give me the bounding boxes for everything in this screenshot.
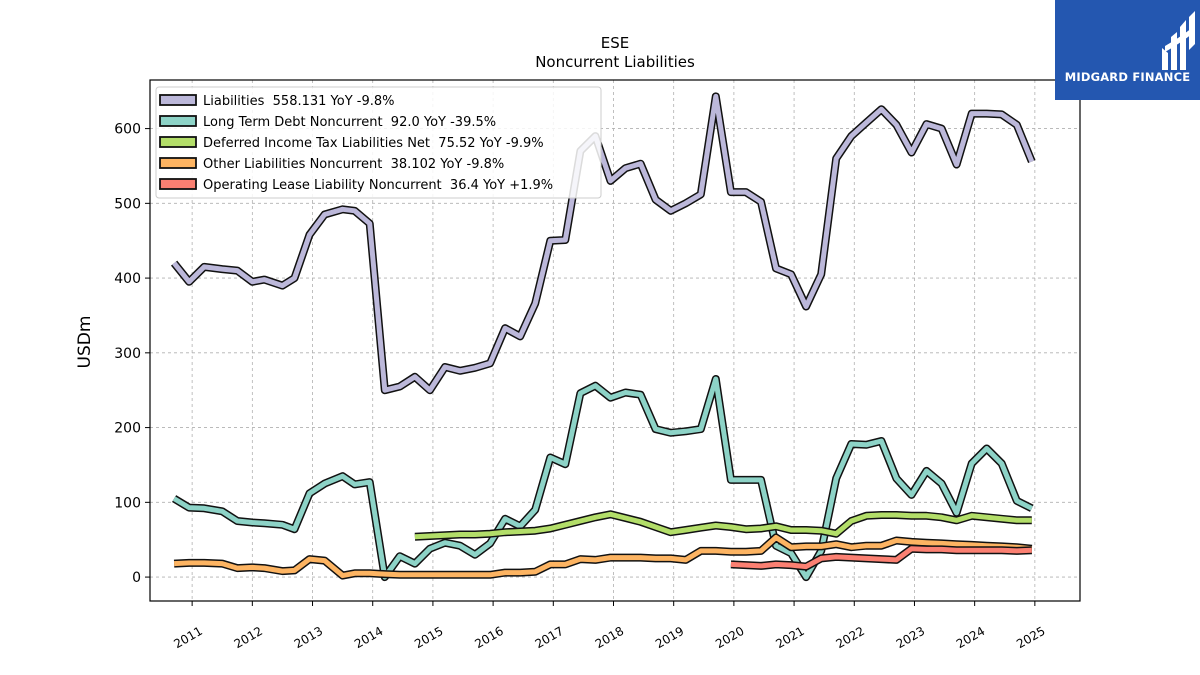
series-0 — [170, 92, 1036, 395]
x-tick-label: 2024 — [954, 624, 987, 651]
y-tick-label: 100 — [114, 495, 141, 511]
series-line — [730, 546, 1032, 570]
legend-label: Other Liabilities Noncurrent 38.102 YoY … — [203, 157, 504, 172]
x-tick-label: 2025 — [1014, 624, 1047, 651]
legend-label: Long Term Debt Noncurrent 92.0 YoY -39.5… — [203, 115, 496, 130]
legend-label: Deferred Income Tax Liabilities Net 75.5… — [203, 136, 544, 151]
x-tick-label: 2020 — [713, 624, 746, 651]
series-layer — [170, 92, 1036, 582]
legend-swatch — [159, 157, 197, 169]
x-tick-label: 2022 — [834, 624, 867, 651]
x-tick-label: 2012 — [232, 624, 265, 651]
y-tick-label: 0 — [132, 570, 141, 586]
logo-mark-icon — [1162, 11, 1195, 70]
y-tick-label: 600 — [114, 122, 141, 138]
x-tick-label: 2019 — [653, 624, 686, 651]
legend-label: Operating Lease Liability Noncurrent 36.… — [203, 178, 553, 193]
legend-label: Liabilities 558.131 YoY -9.8% — [203, 94, 395, 109]
x-tick-label: 2018 — [593, 624, 626, 651]
series-4 — [730, 544, 1032, 571]
chart-subtitle: Noncurrent Liabilities — [535, 53, 695, 71]
legend-swatch — [159, 178, 197, 190]
x-tick-label: 2011 — [171, 624, 204, 651]
chart-title: ESE — [601, 34, 629, 52]
plot-frame — [149, 79, 1081, 602]
x-tick-label: 2013 — [292, 624, 325, 651]
legend-swatch — [159, 115, 197, 127]
series-line — [172, 376, 1033, 580]
legend: Liabilities 558.131 YoY -9.8% Long Term D… — [155, 86, 602, 199]
series-1 — [172, 375, 1034, 582]
legend-box — [155, 86, 602, 199]
y-tick-label: 400 — [114, 271, 141, 287]
brand-logo: MIDGARD FINANCE — [1055, 0, 1200, 100]
x-tick-label: 2017 — [533, 624, 566, 651]
x-tick-label: 2021 — [773, 624, 806, 651]
series-3 — [173, 533, 1033, 580]
y-tick-label: 500 — [114, 196, 141, 212]
y-axis-label: USDm — [75, 316, 95, 369]
y-tick-label: 300 — [114, 346, 141, 362]
x-tick-label: 2023 — [894, 624, 927, 651]
x-tick-label: 2015 — [412, 624, 445, 651]
series-2 — [414, 510, 1032, 541]
series-line — [172, 93, 1035, 393]
x-tick-label: 2016 — [472, 624, 505, 651]
series-line-outline — [172, 375, 1034, 582]
legend-swatch — [159, 136, 197, 148]
axes: 0 100 200 300 400 500 600 2011 2012 2013 2014 2015 2… — [114, 122, 1047, 652]
logo-text: MIDGARD FINANCE — [1064, 70, 1191, 84]
y-tick-label: 200 — [114, 421, 141, 437]
legend-swatch — [159, 94, 197, 106]
series-line — [173, 535, 1033, 579]
series-line — [414, 511, 1032, 540]
x-tick-label: 2014 — [352, 624, 385, 651]
